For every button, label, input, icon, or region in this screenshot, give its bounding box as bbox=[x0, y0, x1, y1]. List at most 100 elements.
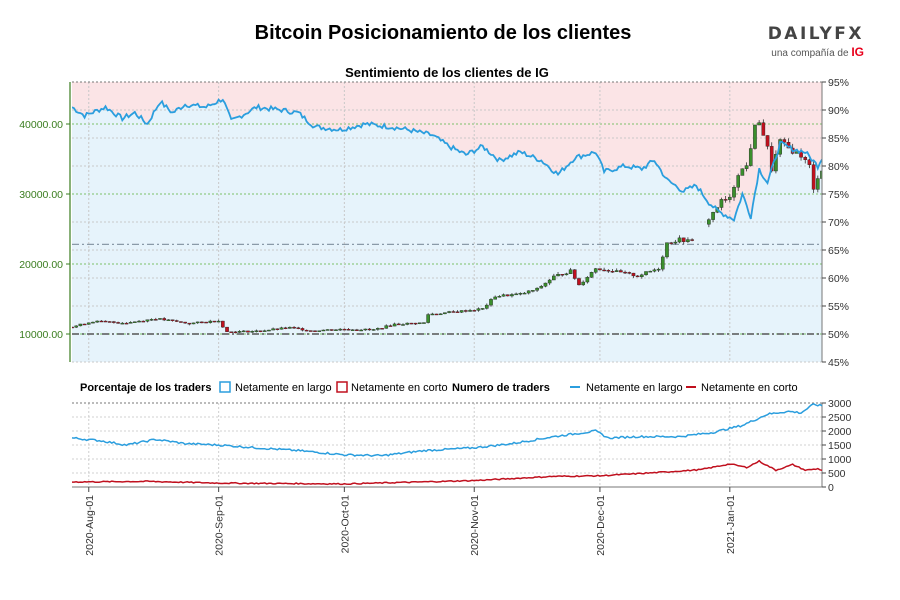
candle-body bbox=[417, 322, 422, 325]
candle-body bbox=[321, 329, 326, 332]
candle-body bbox=[246, 330, 250, 333]
candle-body bbox=[644, 271, 648, 276]
date-tick-label: 2020-Sep-01 bbox=[214, 495, 226, 556]
date-tick-label: 2020-Oct-01 bbox=[339, 495, 351, 554]
candle-body bbox=[279, 327, 284, 330]
candle-body bbox=[325, 329, 330, 331]
candle-body bbox=[472, 310, 477, 312]
candle-body bbox=[170, 319, 175, 321]
candle-body bbox=[183, 321, 187, 324]
candle-body bbox=[568, 269, 573, 274]
sentiment-tick-label: 50% bbox=[828, 329, 849, 341]
candle-body bbox=[744, 165, 749, 169]
candle-body bbox=[556, 274, 560, 277]
candle-body bbox=[539, 286, 544, 289]
candle-body bbox=[765, 135, 770, 147]
candle-body bbox=[459, 310, 464, 313]
candle-body bbox=[774, 154, 778, 172]
candle-body bbox=[510, 294, 514, 297]
candle-body bbox=[761, 122, 766, 136]
candle-body bbox=[501, 294, 506, 297]
candle-body bbox=[254, 330, 259, 332]
candle-body bbox=[300, 328, 305, 331]
candle-body bbox=[267, 329, 271, 332]
candle-body bbox=[451, 311, 456, 313]
candle-body bbox=[384, 325, 389, 329]
candle-body bbox=[711, 212, 715, 220]
candle-body bbox=[723, 199, 728, 201]
candle-body bbox=[116, 322, 120, 324]
logo-tagline-row: una compañía de IG bbox=[768, 45, 864, 59]
price-tick-label: 20000.00 bbox=[19, 259, 63, 271]
date-tick-label: 2021-Jan-01 bbox=[725, 495, 737, 554]
candle-body bbox=[552, 275, 556, 281]
candle-body bbox=[179, 321, 183, 323]
candle-body bbox=[610, 271, 615, 273]
candle-body bbox=[371, 329, 376, 331]
candle-body bbox=[619, 270, 623, 273]
candle-body bbox=[577, 278, 581, 286]
candle-body bbox=[128, 322, 133, 324]
candle-body bbox=[480, 308, 485, 310]
candle-body bbox=[388, 325, 393, 327]
candle-body bbox=[627, 272, 632, 274]
candle-body bbox=[216, 320, 221, 323]
candle-body bbox=[598, 268, 602, 271]
candle-body bbox=[547, 279, 552, 284]
candle-body bbox=[162, 318, 166, 321]
candle-body bbox=[212, 320, 217, 323]
sentiment-tick-label: 55% bbox=[828, 301, 849, 313]
candle-body bbox=[748, 148, 753, 166]
logo-wordmark: DAILYFX bbox=[767, 24, 864, 44]
candle-body bbox=[187, 322, 192, 325]
candle-body bbox=[133, 321, 137, 323]
candle-body bbox=[72, 326, 74, 329]
candle-body bbox=[283, 327, 288, 329]
candle-body bbox=[397, 323, 401, 326]
candle-body bbox=[174, 320, 179, 322]
candle-body bbox=[635, 275, 640, 278]
candle-body bbox=[166, 319, 171, 321]
candle-body bbox=[78, 323, 83, 327]
candle-body bbox=[493, 296, 497, 300]
candle-body bbox=[74, 325, 78, 328]
sentiment-tick-label: 85% bbox=[828, 133, 849, 145]
candle-body bbox=[99, 320, 104, 323]
candle-body bbox=[514, 293, 518, 296]
candle-body bbox=[195, 321, 200, 324]
legend-count-short: Netamente en corto bbox=[701, 382, 798, 394]
candle-body bbox=[560, 274, 565, 276]
sentiment-tick-label: 60% bbox=[828, 273, 849, 285]
legend-pct-short: Netamente en corto bbox=[351, 382, 448, 394]
candle-body bbox=[572, 269, 577, 279]
dailyfx-logo[interactable]: DAILYFX una compañía de IG bbox=[768, 24, 864, 59]
count-tick-label: 1000 bbox=[828, 454, 852, 466]
candle-body bbox=[313, 330, 317, 332]
candle-body bbox=[288, 326, 292, 329]
candle-body bbox=[401, 324, 405, 326]
date-tick-label: 2020-Nov-01 bbox=[469, 495, 481, 556]
candle-body bbox=[443, 312, 447, 315]
candle-body bbox=[489, 299, 493, 306]
candle-body bbox=[107, 321, 112, 323]
net-long-pct-line bbox=[72, 98, 822, 222]
candle-body bbox=[769, 146, 774, 172]
candle-body bbox=[497, 296, 502, 298]
candle-body bbox=[505, 294, 510, 297]
candle-body bbox=[803, 157, 808, 160]
candle-body bbox=[376, 328, 380, 330]
candle-body bbox=[564, 273, 569, 276]
candle-body bbox=[91, 321, 95, 324]
candle-body bbox=[292, 326, 296, 329]
candle-body bbox=[782, 139, 787, 143]
sentiment-tick-label: 95% bbox=[828, 77, 849, 89]
legend-long-swatch bbox=[219, 381, 231, 393]
candle-body bbox=[350, 329, 355, 331]
logo-tagline: una compañía de bbox=[771, 48, 849, 59]
chart-subtitle: Sentimiento de los clientes de IG bbox=[345, 65, 549, 80]
candle-body bbox=[522, 292, 527, 295]
candle-body bbox=[589, 272, 594, 278]
page-title: Bitcoin Posicionamiento de los clientes bbox=[254, 22, 632, 44]
candle-body bbox=[191, 322, 196, 325]
